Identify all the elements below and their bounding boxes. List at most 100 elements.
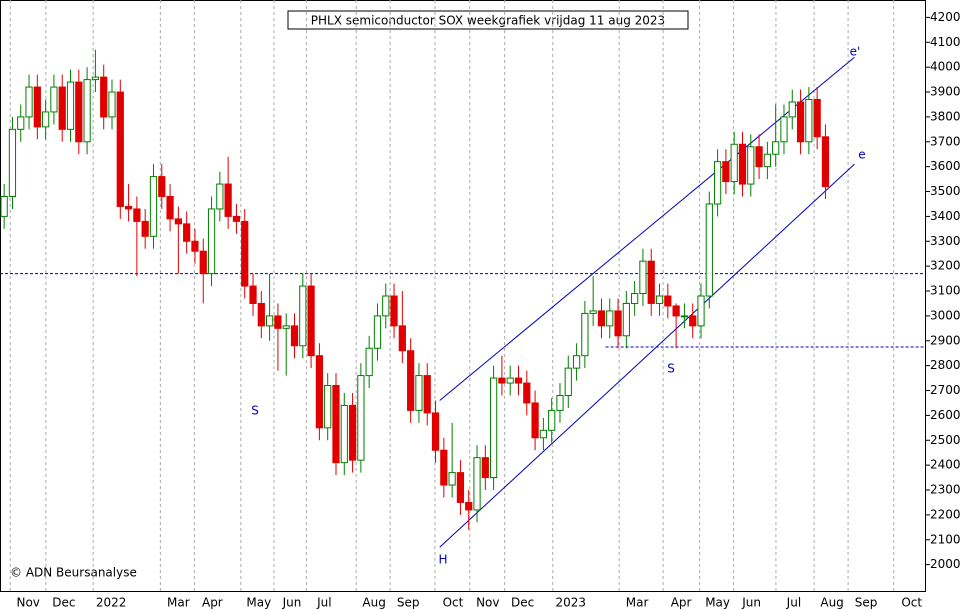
candle-body xyxy=(581,312,589,357)
x-tick-label: Jun xyxy=(282,596,302,610)
x-tick-label: Apr xyxy=(202,596,223,610)
y-tick-label: 2200 xyxy=(930,507,961,521)
x-tick-label: Oct xyxy=(443,596,464,610)
candle-body xyxy=(431,412,440,451)
candle-body xyxy=(66,81,75,130)
y-tick-label: 3200 xyxy=(930,259,961,273)
candle-body xyxy=(282,325,290,329)
y-tick-label: 3900 xyxy=(930,85,961,99)
y-tick-label: 3700 xyxy=(930,134,961,148)
candle-body xyxy=(506,377,514,384)
candle-body xyxy=(697,295,705,327)
candle-body xyxy=(91,76,100,81)
candle-body xyxy=(821,136,830,188)
candle-body xyxy=(805,98,813,143)
y-tick-label: 3100 xyxy=(930,284,961,298)
candle-body xyxy=(158,176,166,198)
x-tick-label: Jun xyxy=(741,596,761,610)
annotation: S xyxy=(251,404,259,418)
candle-body xyxy=(241,220,249,287)
candle-body xyxy=(747,146,755,185)
candle-body xyxy=(191,240,199,252)
candle-body xyxy=(473,457,481,511)
y-tick-label: 2300 xyxy=(930,483,961,497)
candle-body xyxy=(332,385,340,464)
candle-body xyxy=(266,315,274,327)
annotation: S xyxy=(667,362,675,376)
candle-body xyxy=(564,367,572,396)
annotation: e' xyxy=(850,45,861,59)
y-tick-label: 4000 xyxy=(930,60,961,74)
y-tick-label: 2000 xyxy=(930,557,961,571)
x-tick-label: Jul xyxy=(786,596,801,610)
title-box xyxy=(287,10,689,30)
x-tick-label: Nov xyxy=(16,596,39,610)
x-tick-label: Dec xyxy=(52,596,75,610)
candle-body xyxy=(100,76,108,118)
y-tick-label: 2400 xyxy=(930,458,961,472)
candle-body xyxy=(448,472,456,486)
x-tick-label: Aug xyxy=(820,596,843,610)
candle-body xyxy=(606,310,614,327)
y-tick-label: 3500 xyxy=(930,184,961,198)
candle-body xyxy=(232,215,241,222)
annotation: H xyxy=(438,553,447,567)
trend-line xyxy=(439,163,855,548)
x-tick-label: Jul xyxy=(316,596,331,610)
candle-body xyxy=(365,347,373,377)
candle-body xyxy=(290,325,299,347)
candle-body xyxy=(440,449,448,486)
candle-body xyxy=(149,176,158,237)
candle-body xyxy=(597,310,606,327)
y-tick-label: 4200 xyxy=(930,10,961,24)
candle-body xyxy=(199,250,207,275)
candle-body xyxy=(523,382,531,404)
candle-body xyxy=(0,196,8,217)
candle-body xyxy=(589,310,597,314)
x-tick-label: Aug xyxy=(362,596,385,610)
trend-line xyxy=(439,56,855,401)
y-tick-label: 3400 xyxy=(930,209,961,223)
candle-body xyxy=(33,86,41,128)
candle-body xyxy=(299,285,307,347)
candle-body xyxy=(257,302,265,327)
x-tick-label: Nov xyxy=(476,596,499,610)
candle-body xyxy=(722,161,730,183)
y-tick-label: 2800 xyxy=(930,358,961,372)
candle-body xyxy=(116,91,124,207)
candle-body xyxy=(788,101,796,118)
candle-body xyxy=(680,315,689,318)
y-tick-label: 3000 xyxy=(930,308,961,322)
candle-body xyxy=(216,183,224,210)
candle-body xyxy=(730,143,738,183)
candle-body xyxy=(738,143,747,185)
y-tick-label: 2100 xyxy=(930,532,961,546)
candle-body xyxy=(639,260,647,295)
y-tick-label: 2900 xyxy=(930,333,961,347)
x-tick-label: May xyxy=(705,596,730,610)
candle-body xyxy=(622,302,630,337)
y-tick-label: 2700 xyxy=(930,383,961,397)
candle-body xyxy=(17,116,25,130)
candle-body xyxy=(631,293,639,304)
candle-body xyxy=(713,161,722,205)
candle-body xyxy=(415,375,423,411)
candle-body xyxy=(423,375,431,414)
candle-body xyxy=(796,101,805,143)
candle-body xyxy=(50,86,58,113)
candle-body xyxy=(25,86,33,118)
y-tick-label: 3300 xyxy=(930,234,961,248)
credit: © ADN Beursanalyse xyxy=(10,566,137,580)
candle-body xyxy=(489,377,498,479)
candle-body xyxy=(141,220,149,237)
candle-body xyxy=(407,350,415,411)
candle-body xyxy=(58,86,66,130)
candle-body xyxy=(166,196,174,220)
candle-body xyxy=(249,285,257,304)
candle-body xyxy=(456,472,465,503)
candle-body xyxy=(324,385,332,429)
x-tick-label: Mar xyxy=(626,596,649,610)
x-tick-label: Oct xyxy=(901,596,922,610)
y-tick-label: 2500 xyxy=(930,433,961,447)
candle-body xyxy=(183,223,191,242)
